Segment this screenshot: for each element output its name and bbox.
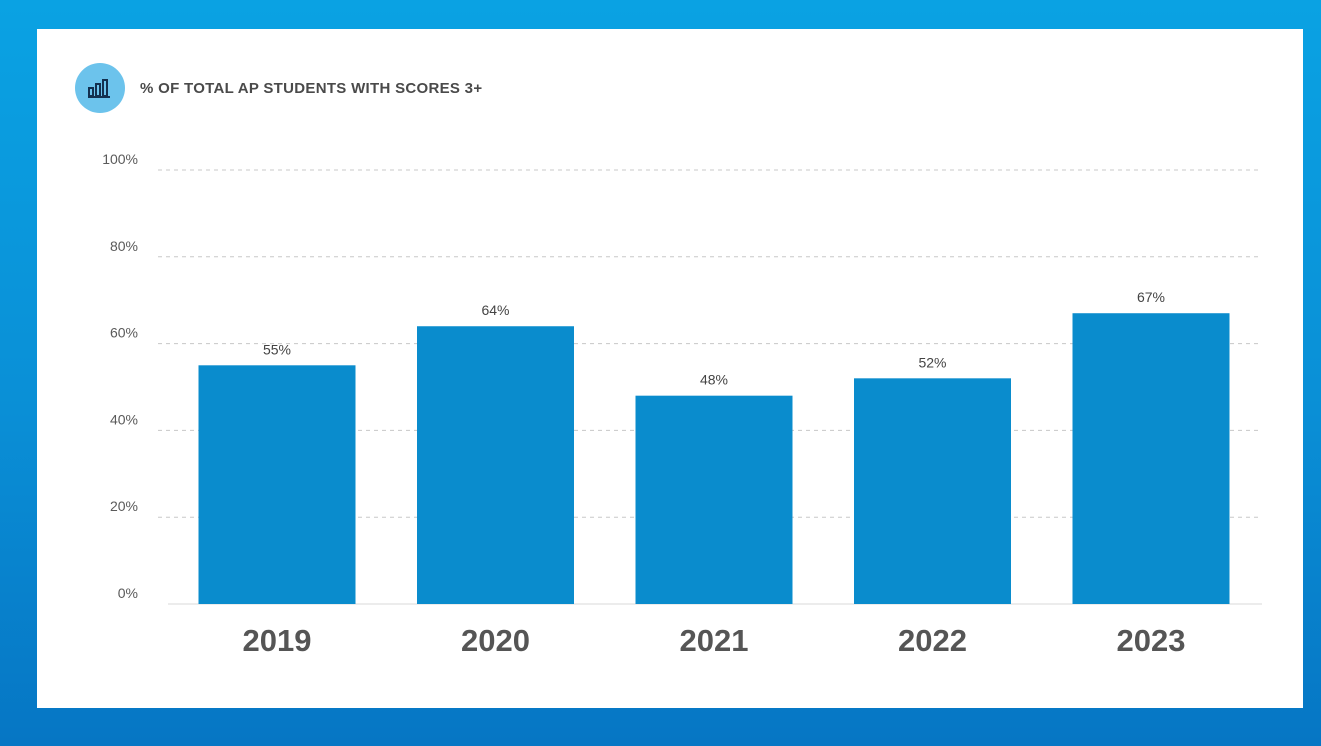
x-tick-label: 2021 xyxy=(680,623,749,658)
bar xyxy=(417,326,574,604)
y-tick-label: 80% xyxy=(110,238,138,254)
bar xyxy=(1072,313,1230,604)
bar xyxy=(198,365,356,604)
chart-title: % OF TOTAL AP STUDENTS WITH SCORES 3+ xyxy=(140,80,483,97)
x-tick-label: 2020 xyxy=(461,623,530,658)
bar-value-label: 48% xyxy=(700,372,728,388)
x-tick-label: 2019 xyxy=(243,623,312,658)
bar-value-label: 55% xyxy=(263,341,291,357)
x-tick-label: 2022 xyxy=(898,623,967,658)
bar xyxy=(635,395,793,604)
y-tick-label: 40% xyxy=(110,411,138,427)
y-tick-label: 20% xyxy=(110,498,138,514)
bar-value-label: 52% xyxy=(918,354,946,370)
bar xyxy=(854,378,1011,604)
chart-badge xyxy=(75,63,125,113)
y-tick-label: 100% xyxy=(102,151,138,167)
y-tick-label: 0% xyxy=(118,585,138,601)
bar-value-label: 67% xyxy=(1137,289,1165,305)
y-tick-label: 60% xyxy=(110,325,138,341)
bar-chart-icon xyxy=(88,79,110,98)
bar-value-label: 64% xyxy=(481,302,509,318)
x-tick-label: 2023 xyxy=(1117,623,1186,658)
